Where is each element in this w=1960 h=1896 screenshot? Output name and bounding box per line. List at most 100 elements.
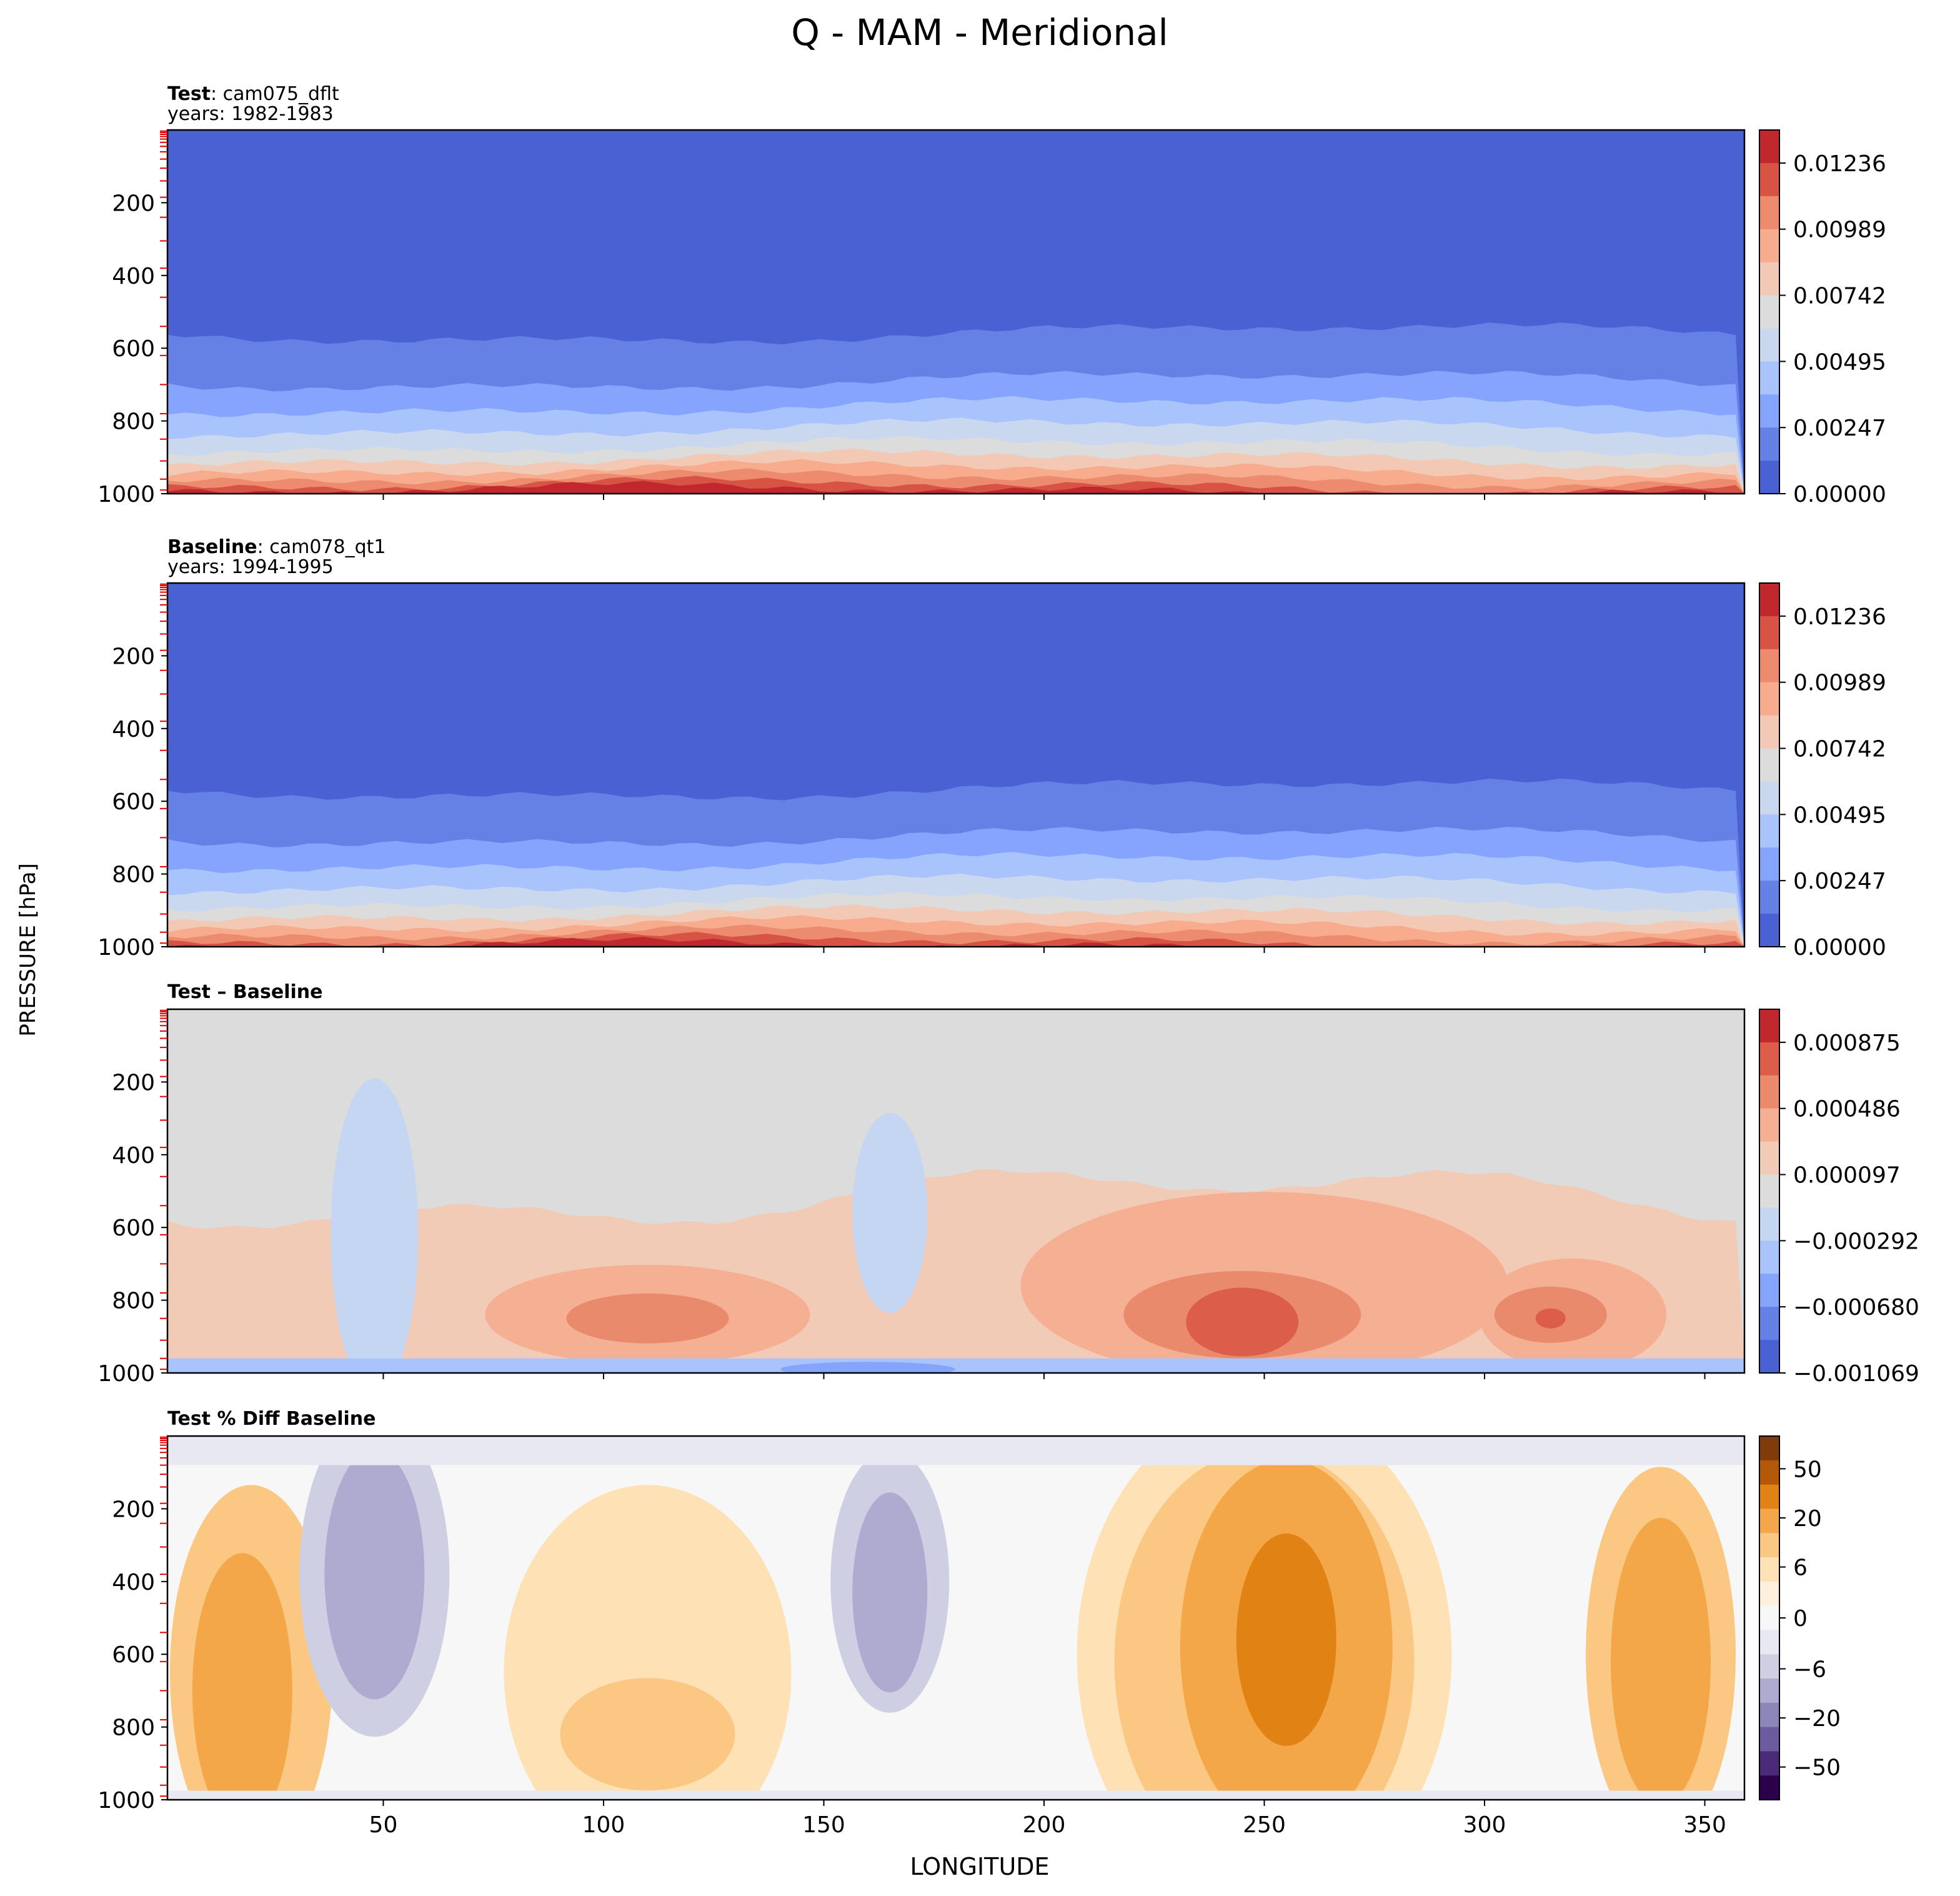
y-tick-label: 600	[112, 1642, 155, 1668]
colorbar-swatch	[1759, 1207, 1779, 1241]
colorbar-swatch	[1759, 328, 1779, 362]
positive-core-far-east	[1611, 1517, 1711, 1800]
y-tick-label: 600	[112, 789, 155, 815]
panel-title: Test % Diff Baseline	[167, 1408, 376, 1430]
colorbar-swatch	[1759, 262, 1779, 296]
contour-band-10	[167, 481, 1744, 494]
colorbar: 0.000875 0.000486 0.000097 −0.000292 −0.0006…	[1759, 1009, 1919, 1387]
colorbar-swatch	[1759, 881, 1779, 914]
colorbar: 50 20 6 0 −6 −20 −50	[1759, 1435, 1841, 1800]
panel-title-bold: Test % Diff Baseline	[167, 1408, 376, 1430]
y-tick-label: 400	[112, 1143, 155, 1169]
plot-frame	[166, 582, 1746, 948]
colorbar-swatch	[1759, 1581, 1779, 1607]
y-tick-label: 400	[112, 1570, 155, 1595]
colorbar-swatch	[1759, 361, 1779, 395]
colorbar-swatch	[1759, 1727, 1779, 1752]
colorbar-frame	[1759, 129, 1780, 494]
colorbar-swatch	[1759, 914, 1779, 947]
colorbar-tick-label: 0	[1793, 1606, 1808, 1632]
figure-title: Q - MAM - Meridional	[791, 11, 1168, 54]
plot-frame	[166, 1435, 1746, 1801]
colorbar-tick-label: 0.00000	[1793, 482, 1886, 507]
positive-core-mid	[560, 1678, 735, 1791]
colorbar-swatch	[1759, 1533, 1779, 1558]
x-tick-label: 150	[802, 1812, 845, 1838]
colorbar-tick-label: −0.000292	[1793, 1229, 1919, 1254]
panel-title: Test – Baseline	[167, 981, 323, 1003]
colorbar-tick-label: 0.01236	[1793, 604, 1886, 630]
panel-title-bold: Baseline	[167, 536, 257, 558]
x-tick-label: 300	[1463, 1812, 1506, 1838]
colorbar-swatch	[1759, 1630, 1779, 1655]
colorbar-swatch	[1759, 1460, 1779, 1485]
colorbar-tick-label: 0.00742	[1793, 737, 1886, 762]
colorbar-swatch	[1759, 427, 1779, 461]
colorbar: 0.01236 0.00989 0.00742 0.00495 0.00247 0.000…	[1759, 582, 1886, 960]
heatmap-area	[167, 583, 1744, 947]
panel-years: years: 1994-1995	[167, 556, 334, 578]
colorbar-tick-label: 6	[1793, 1555, 1808, 1581]
colorbar-tick-label: 0.00989	[1793, 671, 1886, 696]
colorbar-swatch	[1759, 682, 1779, 716]
colorbar-tick-label: −0.000680	[1793, 1295, 1919, 1320]
colorbar-swatch	[1759, 1436, 1779, 1461]
positive-max	[1186, 1287, 1299, 1357]
y-tick-label: 800	[112, 862, 155, 888]
colorbar-swatch	[1759, 196, 1779, 230]
positive-max-east	[1535, 1308, 1566, 1329]
colorbar-tick-label: 0.00000	[1793, 935, 1886, 960]
colorbar-swatch	[1759, 616, 1779, 650]
y-tick-label: 800	[112, 409, 155, 435]
colorbar-swatch	[1759, 1557, 1779, 1582]
x-tick-label: 50	[369, 1812, 398, 1838]
colorbar-swatch	[1759, 1042, 1779, 1076]
colorbar-tick-label: 20	[1793, 1506, 1822, 1532]
colorbar-swatch	[1759, 130, 1779, 164]
colorbar-swatch	[1759, 748, 1779, 782]
colorbar-swatch	[1759, 1654, 1779, 1679]
contour-band-10	[167, 937, 1744, 947]
colorbar-tick-label: 0.00247	[1793, 416, 1886, 441]
negative-core-west	[324, 1449, 425, 1700]
y-tick-label: 800	[112, 1289, 155, 1314]
positive-region-mid	[504, 1485, 792, 1800]
y-tick-label: 1000	[97, 1788, 155, 1814]
x-axis-label: LONGITUDE	[910, 1853, 1049, 1880]
positive-core-west	[192, 1553, 292, 1800]
colorbar-tick-label: −0.001069	[1793, 1361, 1919, 1387]
colorbar-swatch	[1759, 781, 1779, 815]
colorbar-tick-label: −50	[1793, 1755, 1841, 1781]
colorbar-swatch	[1759, 1509, 1779, 1534]
colorbar-tick-label: 50	[1793, 1457, 1822, 1482]
colorbar-swatch	[1759, 1108, 1779, 1142]
y-tick-label: 400	[112, 717, 155, 742]
colorbar-swatch	[1759, 1340, 1779, 1374]
colorbar-swatch	[1759, 295, 1779, 329]
panel-title-rest: : cam078_qt1	[257, 536, 386, 558]
colorbar-swatch	[1759, 1075, 1779, 1109]
y-tick-label: 200	[112, 191, 155, 216]
colorbar-swatch	[1759, 1009, 1779, 1043]
y-tick-label: 200	[112, 1070, 155, 1095]
negative-core-central	[852, 1492, 928, 1693]
surface-negative-band	[167, 1358, 1744, 1373]
colorbar-tick-label: 0.00742	[1793, 284, 1886, 309]
panel-title-rest: : cam075_dflt	[211, 83, 339, 105]
colorbar-tick-label: 0.01236	[1793, 151, 1886, 177]
colorbar-swatch	[1759, 1274, 1779, 1307]
y-tick-label: 600	[112, 1215, 155, 1241]
colorbar-tick-label: −6	[1793, 1657, 1826, 1682]
y-tick-label: 200	[112, 1497, 155, 1522]
colorbar-swatch	[1759, 1174, 1779, 1208]
colorbar-swatch	[1759, 649, 1779, 683]
colorbar-tick-label: −20	[1793, 1706, 1841, 1732]
colorbar-tick-label: 0.000486	[1793, 1097, 1901, 1122]
negative-blob-west	[331, 1078, 419, 1373]
upper-band	[167, 1436, 1744, 1465]
colorbar-swatch	[1759, 847, 1779, 881]
colorbar-swatch	[1759, 1141, 1779, 1175]
colorbar-swatch	[1759, 583, 1779, 617]
colorbar-frame	[1759, 1009, 1780, 1374]
